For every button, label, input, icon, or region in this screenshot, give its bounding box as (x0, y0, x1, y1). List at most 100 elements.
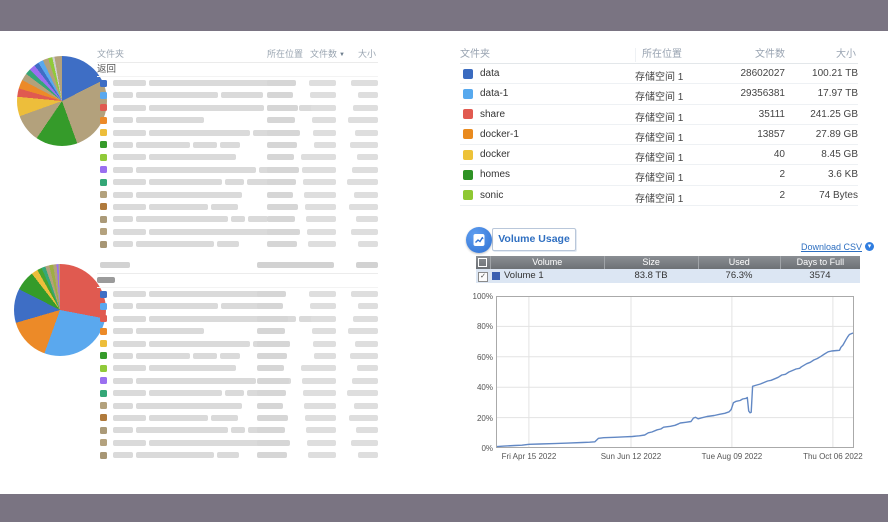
table-row[interactable] (97, 400, 378, 412)
blurred-file-count (311, 315, 336, 322)
table-row[interactable] (97, 89, 378, 101)
blur-bar (225, 390, 244, 397)
folder-color-swatch (100, 191, 107, 199)
blur-bar (136, 452, 214, 459)
table-row[interactable] (97, 350, 378, 362)
table-row[interactable] (97, 288, 378, 300)
table-header-row: 文件夹 所在位置 文件数 ▼ 大小 (97, 48, 378, 63)
blurred-size (354, 191, 378, 198)
blurred-size (357, 365, 378, 372)
table-row[interactable] (97, 176, 378, 188)
folder-color-swatch (100, 104, 107, 112)
blur-bar (247, 179, 280, 186)
table-row[interactable]: data-1 存储空间 1 29356381 17.97 TB (460, 84, 858, 105)
table-row[interactable]: share 存储空间 1 35111 241.25 GB (460, 105, 858, 125)
table-row[interactable] (97, 387, 378, 399)
table-row[interactable]: sonic 存储空间 1 2 74 Bytes (460, 186, 858, 207)
folder-usage-pie-top[interactable] (17, 56, 107, 146)
table-row[interactable] (97, 412, 378, 424)
volume-days-to-full: 3574 (809, 270, 831, 281)
table-row[interactable]: docker-1 存储空间 1 13857 27.89 GB (460, 125, 858, 146)
select-all-cell[interactable] (476, 256, 490, 269)
blur-bar (113, 216, 133, 223)
back-link[interactable]: 返回 (97, 64, 117, 75)
volume-row-checkbox[interactable]: ✓ (478, 272, 488, 282)
volume-row[interactable]: ✓ Volume 1 83.8 TB 76.3% 3574 (476, 269, 860, 283)
table-row[interactable] (97, 375, 378, 387)
table-row[interactable] (97, 226, 378, 238)
table-row[interactable] (97, 189, 378, 201)
column-header-size[interactable]: 大小 (357, 49, 376, 59)
column-header-folder[interactable]: 文件夹 (460, 49, 490, 60)
table-row[interactable] (97, 338, 378, 350)
column-header-size[interactable]: Size (603, 256, 698, 269)
folder-color-swatch (100, 178, 107, 186)
blur-bar (149, 129, 250, 136)
blurred-file-count (304, 191, 336, 198)
column-header-volume[interactable]: Volume (489, 256, 604, 269)
blurred-location (257, 291, 286, 297)
blurred-folder-name (113, 303, 263, 310)
blurred-folder-name (113, 80, 278, 86)
blurred-folder-name (113, 203, 238, 210)
blurred-file-count (307, 228, 336, 235)
folder-color-swatch (100, 414, 107, 422)
column-header-folder[interactable]: 文件夹 (97, 49, 125, 59)
blur-bar (136, 117, 204, 124)
column-header-location[interactable]: 所在位置 (635, 48, 682, 62)
blurred-file-count (310, 92, 336, 99)
download-csv-link[interactable]: Download CSV (800, 242, 862, 252)
folder-color-swatch (100, 402, 107, 410)
column-header-used[interactable]: Used (697, 256, 780, 269)
table-row[interactable] (97, 114, 378, 126)
folder-size: 8.45 GB (821, 149, 858, 161)
folder-size: 17.97 TB (817, 88, 858, 100)
folder-color-swatch (100, 79, 107, 87)
blur-bar (113, 427, 133, 434)
column-header-location[interactable]: 所在位置 (267, 49, 304, 59)
table-row[interactable] (97, 424, 378, 436)
volume-used: 76.3% (725, 270, 753, 281)
table-row[interactable]: data 存储空间 1 28602027 100.21 TB (460, 64, 858, 85)
column-header-size[interactable]: 大小 (836, 49, 856, 60)
table-row[interactable] (97, 151, 378, 163)
table-row[interactable] (97, 127, 378, 139)
blurred-size (352, 377, 378, 384)
folder-location: 存储空间 1 (635, 132, 684, 144)
blurred-location (267, 104, 298, 111)
folder-color-swatch (463, 169, 473, 180)
table-row[interactable] (97, 77, 378, 89)
column-header-filecount[interactable]: 文件数 (755, 49, 785, 60)
blurred-folder-name (113, 104, 332, 111)
folder-color-swatch (100, 377, 107, 385)
table-row[interactable] (97, 164, 378, 176)
table-row[interactable] (97, 213, 378, 225)
blurred-folder-name (113, 439, 274, 446)
table-row[interactable] (97, 313, 378, 325)
table-row[interactable]: docker 存储空间 1 40 8.45 GB (460, 145, 858, 166)
table-row[interactable] (97, 300, 378, 312)
blur-bar (149, 439, 274, 446)
table-row[interactable] (97, 139, 378, 151)
column-header-days-to-full[interactable]: Days to Full (779, 256, 860, 269)
table-row[interactable] (97, 102, 378, 114)
download-csv-icon[interactable]: ▾ (865, 242, 874, 251)
table-row[interactable] (97, 325, 378, 337)
table-row[interactable] (97, 238, 378, 250)
folder-usage-pie-bottom[interactable] (14, 264, 106, 356)
table-row[interactable] (97, 201, 378, 213)
column-header-filecount[interactable]: 文件数 ▼ (310, 48, 345, 62)
blurred-back-link[interactable] (97, 277, 115, 283)
back-link-row: 返回 (97, 63, 378, 77)
blurred-table-header-row (97, 259, 378, 274)
blurred-folder-name (113, 352, 240, 359)
table-row[interactable] (97, 362, 378, 374)
table-row[interactable] (97, 437, 378, 449)
table-row[interactable] (97, 449, 378, 461)
folder-color-swatch (100, 166, 107, 174)
blurred-location (267, 191, 293, 198)
blurred-size (351, 80, 378, 86)
usage-line-plot[interactable] (496, 296, 854, 448)
blurred-file-count (313, 340, 336, 347)
table-row[interactable]: homes 存储空间 1 2 3.6 KB (460, 165, 858, 186)
